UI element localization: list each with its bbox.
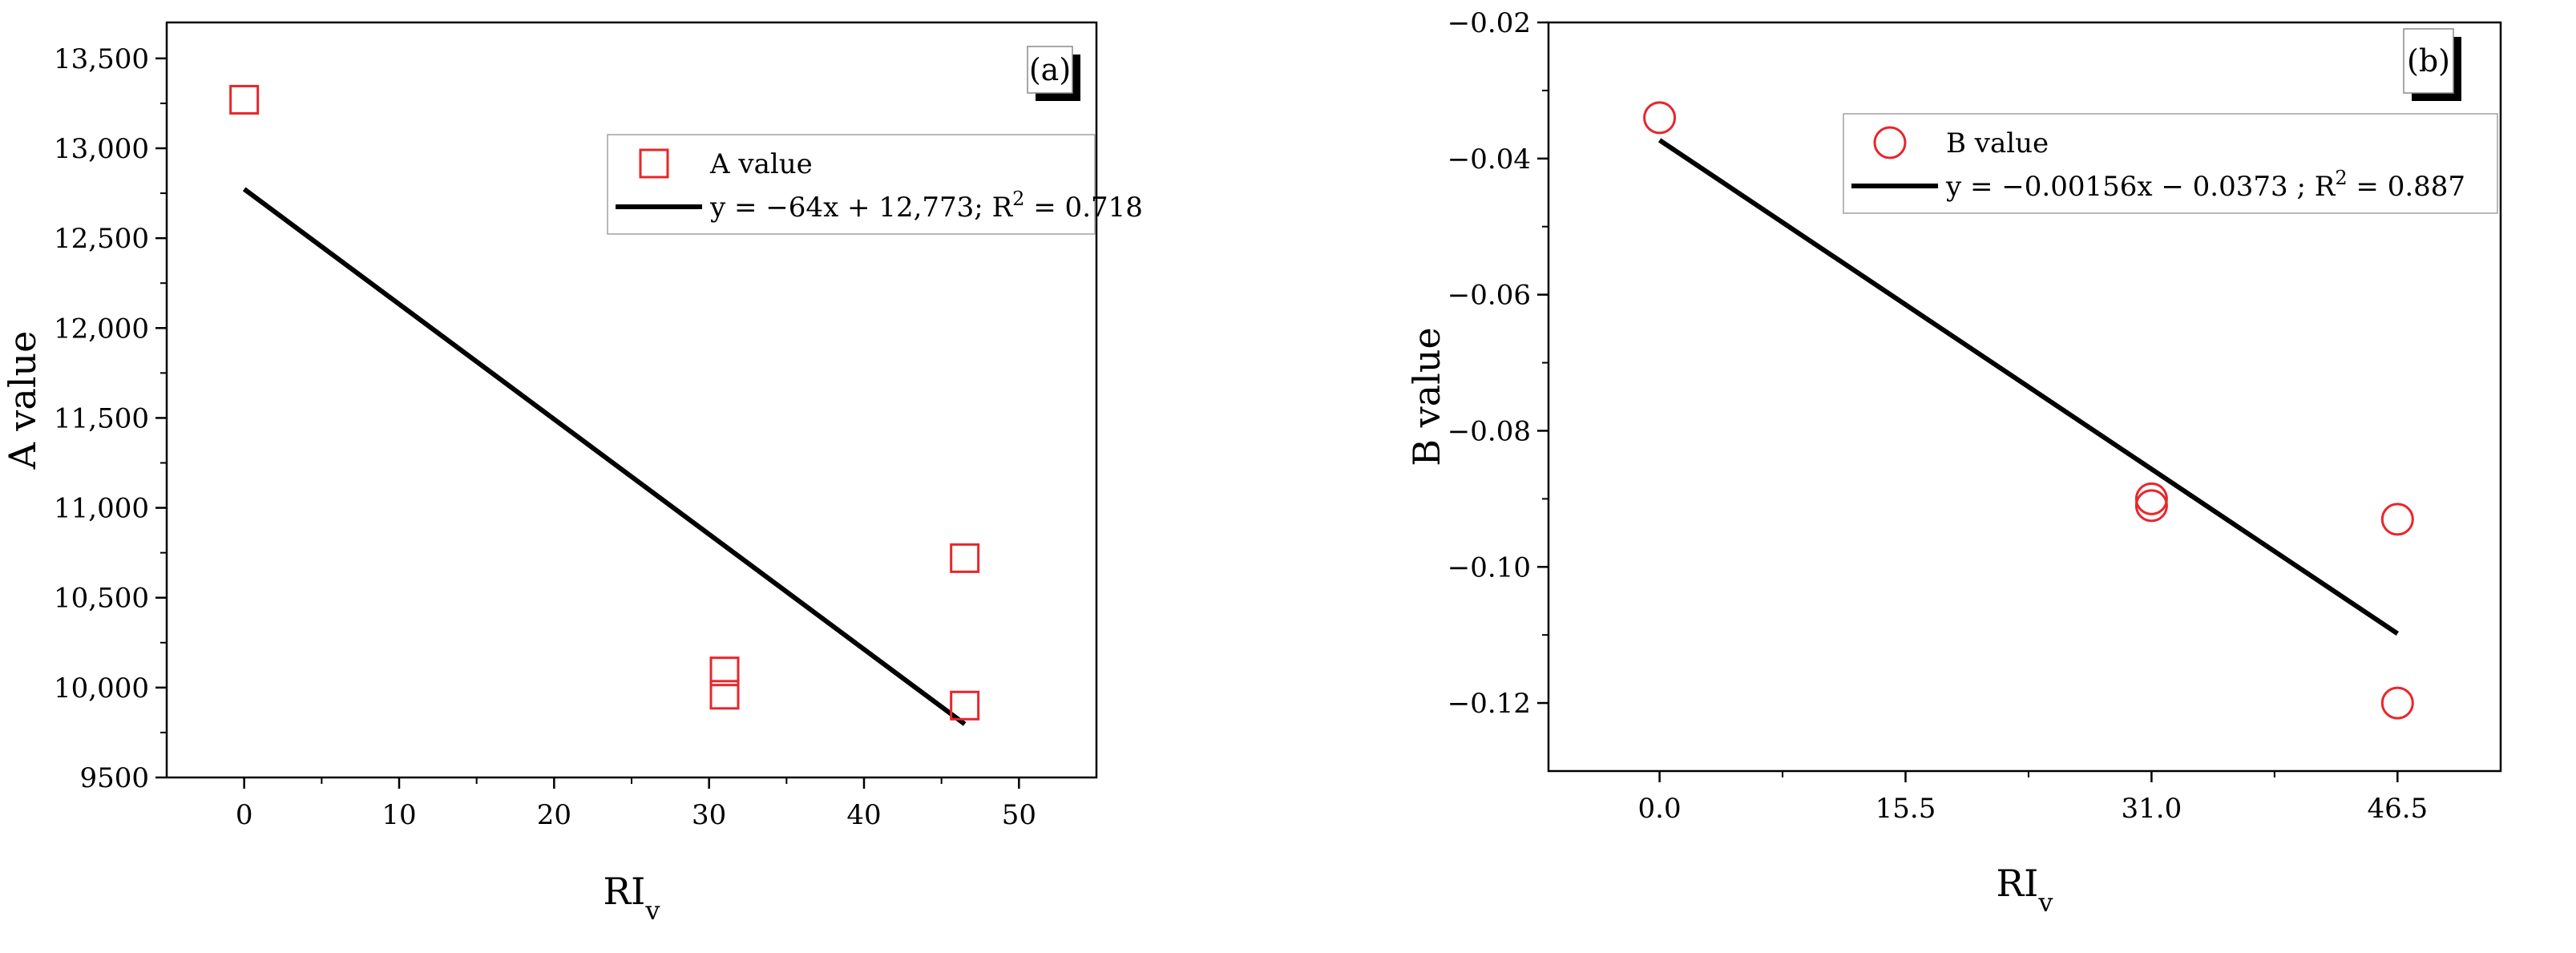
x-axis-label: RIv [1997, 862, 2053, 918]
x-tick-label: 40 [846, 799, 881, 831]
legend-box [607, 134, 1096, 235]
y-tick-label: −0.12 [1447, 688, 1531, 720]
x-tick-label: 46.5 [2367, 793, 2428, 825]
y-tick-label: −0.06 [1447, 280, 1531, 312]
panel-tag-box [1027, 46, 1073, 94]
y-tick-label: −0.04 [1447, 143, 1531, 176]
equation-tail: = 0.887 [2348, 171, 2465, 203]
panel-tag: (b) [2403, 28, 2461, 101]
y-tick-label: 12,000 [54, 313, 149, 345]
x-tick-label: 31.0 [2122, 793, 2182, 825]
legend: A value y = −64x + 12,773; R2 = 0.718 [607, 134, 1143, 235]
legend-series-label: A value [709, 148, 813, 180]
y-tick-label: 11,000 [54, 493, 149, 525]
data-point-circle [2134, 489, 2168, 523]
x-tick-label: 20 [537, 799, 571, 831]
y-tick-label: 10,000 [54, 672, 149, 705]
data-point-square [950, 543, 980, 573]
equation-superscript: 2 [1012, 188, 1024, 210]
equation-main: y = −64x + 12,773; R [709, 192, 1014, 224]
equation-superscript: 2 [2335, 167, 2347, 189]
y-tick-label: −0.10 [1447, 551, 1531, 584]
x-axis-label-main: RI [604, 870, 646, 913]
legend-equation: y = −64x + 12,773; R2 = 0.718 [709, 188, 1143, 224]
y-tick-label: 13,000 [54, 133, 149, 165]
y-axis-label: A value [1, 331, 44, 470]
data-point-square [229, 84, 260, 115]
plot-frame [1547, 21, 2502, 773]
legend-marker-circle [1873, 126, 1907, 160]
legend-series-label: B value [1946, 127, 2049, 160]
x-axis-label-subscript: v [644, 895, 660, 926]
legend: B value y = −0.00156x − 0.0373 ; R2 = 0.8… [1843, 113, 2498, 214]
y-tick-label: −0.08 [1447, 415, 1531, 447]
legend-box [1843, 113, 2498, 214]
x-axis-label-subscript: v [2037, 887, 2053, 918]
x-tick-label: 15.5 [1875, 793, 1936, 825]
y-tick-label: 9500 [79, 762, 149, 794]
x-tick-label: 50 [1002, 799, 1036, 831]
y-tick-label: −0.02 [1447, 7, 1531, 39]
x-axis-label: RIv [604, 870, 660, 926]
x-axis-label-main: RI [1997, 862, 2039, 905]
data-point-circle [2380, 503, 2414, 536]
y-tick-label: 11,500 [54, 402, 149, 434]
y-tick-label: 12,500 [54, 223, 149, 255]
panel-tag-label: (a) [1029, 52, 1071, 87]
data-point-square [709, 680, 740, 710]
panel-tag-label: (b) [2407, 43, 2450, 79]
data-point-circle [2134, 482, 2168, 515]
y-axis-label: B value [1405, 327, 1448, 466]
y-tick-label: 13,500 [54, 43, 149, 75]
panel-tag-box [2403, 28, 2454, 94]
data-point-circle [1643, 101, 1677, 135]
data-point-square [709, 656, 740, 687]
y-tick-label: 10,500 [54, 583, 149, 615]
x-tick-label: 30 [692, 799, 726, 831]
x-tick-label: 0.0 [1638, 793, 1682, 825]
equation-tail: = 0.718 [1024, 192, 1142, 224]
data-point-circle [2380, 686, 2414, 720]
panel-tag: (a) [1027, 46, 1080, 101]
panel-b: −0.12 −0.10 −0.08 −0.06 −0.04 −0.02 0.0 15.5 31.… [1405, 7, 2502, 918]
legend-equation: y = −0.00156x − 0.0373 ; R2 = 0.887 [1945, 167, 2465, 203]
legend-marker-square [639, 148, 669, 179]
fit-line [242, 187, 967, 726]
x-tick-label: 0 [236, 799, 253, 831]
fit-line [1657, 138, 2399, 636]
equation-main: y = −0.00156x − 0.0373 ; R [1945, 171, 2336, 203]
panel-a: 9500 10,000 10,500 11,000 11,500 12,000 12,500… [1, 21, 1143, 926]
x-tick-label: 10 [382, 799, 416, 831]
data-point-square [950, 690, 980, 721]
